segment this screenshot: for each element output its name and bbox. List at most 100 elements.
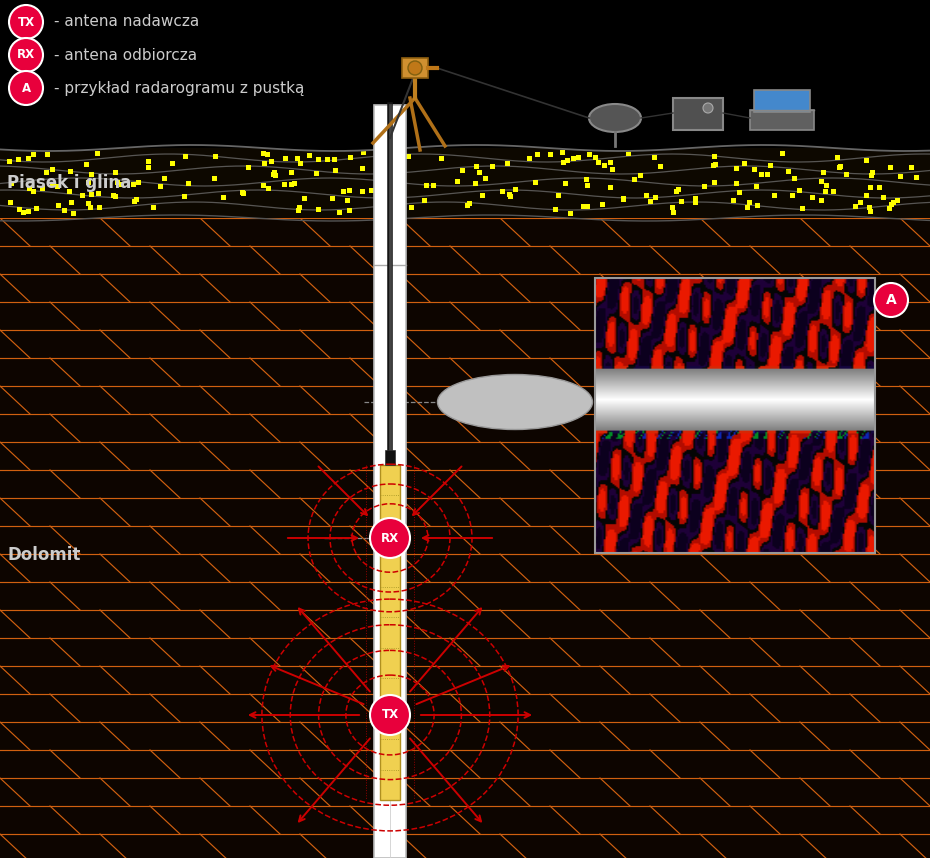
Bar [460,168,465,173]
Bar [0,148,930,218]
Bar [96,190,100,196]
Bar [810,196,815,201]
Bar [332,157,338,161]
Bar [585,183,591,188]
Bar [9,181,14,186]
Bar [821,171,826,175]
Bar [288,170,294,175]
Bar [552,207,558,212]
Bar [653,195,658,200]
Bar [67,190,73,194]
Bar [887,206,892,210]
Bar [273,173,278,178]
Bar [302,196,307,201]
Bar [676,187,681,191]
Text: TX: TX [381,709,399,722]
Bar [673,98,723,130]
Bar [98,205,102,210]
Bar [759,172,764,177]
Bar [0,0,930,148]
Bar [548,153,552,157]
Bar [564,181,568,185]
Bar [584,178,589,182]
Bar [431,183,436,188]
Bar [341,189,346,194]
Circle shape [408,61,422,75]
Bar [555,193,561,198]
Text: Piasek i glina: Piasek i glina [7,174,131,192]
Bar [88,172,94,178]
Bar [283,182,287,187]
Bar [480,193,485,198]
Bar [27,186,32,190]
Bar [385,450,395,465]
Bar [745,205,751,210]
Bar [800,206,805,211]
Bar [295,156,300,161]
Circle shape [703,103,713,113]
Bar [477,170,483,174]
Bar [113,171,118,175]
Bar [679,199,684,204]
Bar [56,203,61,208]
Bar [360,190,365,195]
Text: TX: TX [18,15,34,28]
Text: - antena nadawcza: - antena nadawcza [54,15,199,29]
Bar [240,190,245,196]
Bar [86,180,91,185]
Bar [711,180,717,185]
Bar [750,110,814,130]
Bar [648,199,653,204]
Bar [32,189,36,194]
Bar [644,193,649,198]
Bar [533,180,538,185]
Bar [369,188,374,193]
Bar [693,200,698,204]
Bar [26,156,31,161]
Bar [379,160,384,166]
Bar [508,192,512,197]
Bar [345,197,350,202]
Bar [914,175,919,180]
Bar [857,200,863,204]
Bar [897,174,903,178]
Bar [512,187,517,192]
Bar [565,158,570,163]
Bar [673,189,679,194]
Bar [16,157,20,161]
Bar [113,194,117,199]
Bar [316,156,321,161]
Bar [751,167,757,172]
Bar [765,172,770,177]
Bar [89,192,94,196]
Text: A: A [885,293,897,307]
Bar [307,154,312,159]
Bar [44,170,49,175]
Bar [380,465,400,800]
Bar [292,181,297,186]
Bar [790,193,794,198]
Bar [162,177,166,181]
Bar [88,205,93,210]
Bar [272,172,276,178]
Bar [626,150,631,155]
Circle shape [9,5,43,39]
Bar [380,196,385,202]
Bar [652,154,658,160]
Bar [45,152,50,157]
Bar [888,165,893,170]
Bar [881,196,886,200]
Bar [261,183,266,188]
Bar [797,188,802,193]
Bar [131,182,137,187]
Bar [31,152,35,157]
Bar [468,201,472,206]
Bar [212,176,218,181]
Bar [638,173,644,178]
Bar [870,170,875,174]
Bar [134,196,140,202]
Circle shape [874,283,908,317]
Bar [568,211,573,216]
Bar [84,161,89,166]
Bar [40,186,45,191]
